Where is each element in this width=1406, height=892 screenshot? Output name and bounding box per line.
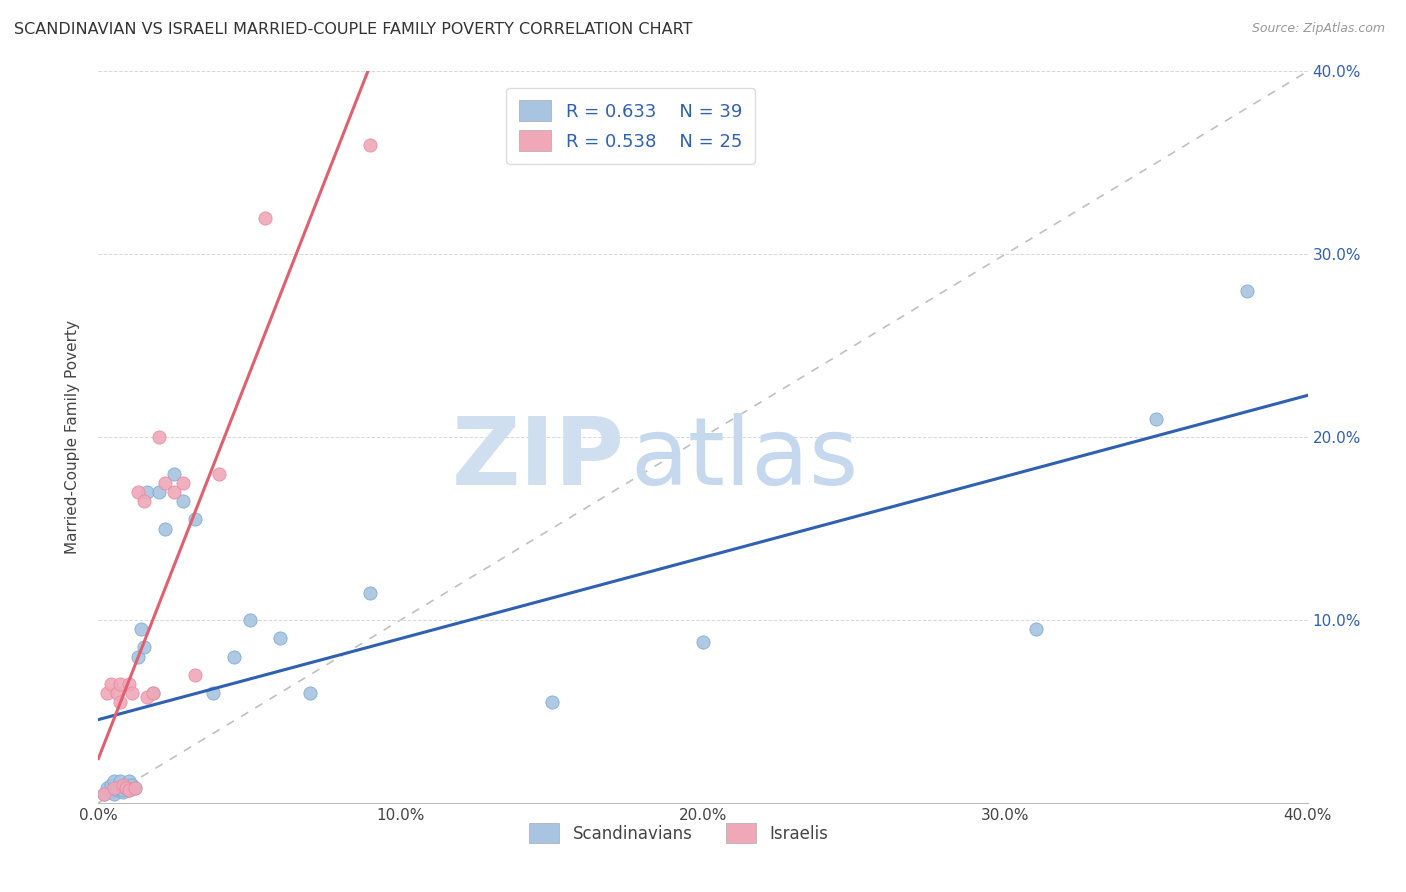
Point bbox=[172, 494, 194, 508]
Point bbox=[96, 686, 118, 700]
Point bbox=[111, 785, 134, 799]
Point bbox=[121, 778, 143, 792]
Point bbox=[1144, 412, 1167, 426]
Point bbox=[163, 485, 186, 500]
Point bbox=[224, 649, 246, 664]
Point bbox=[153, 475, 176, 490]
Point bbox=[1236, 284, 1258, 298]
Point bbox=[269, 632, 291, 646]
Point bbox=[118, 773, 141, 788]
Point bbox=[108, 773, 131, 788]
Point bbox=[299, 686, 322, 700]
Point bbox=[118, 783, 141, 797]
Point bbox=[148, 485, 170, 500]
Point bbox=[129, 622, 152, 636]
Point bbox=[135, 690, 157, 704]
Point bbox=[114, 778, 136, 792]
Point bbox=[132, 494, 155, 508]
Point bbox=[93, 787, 115, 801]
Point bbox=[540, 695, 562, 709]
Point bbox=[105, 781, 128, 796]
Point bbox=[108, 677, 131, 691]
Point bbox=[114, 781, 136, 796]
Point bbox=[108, 780, 131, 794]
Point bbox=[692, 635, 714, 649]
Point bbox=[100, 778, 122, 792]
Point bbox=[163, 467, 186, 481]
Point bbox=[108, 695, 131, 709]
Point bbox=[184, 512, 207, 526]
Text: Source: ZipAtlas.com: Source: ZipAtlas.com bbox=[1251, 22, 1385, 36]
Point bbox=[208, 467, 231, 481]
Point bbox=[124, 781, 146, 796]
Point bbox=[148, 430, 170, 444]
Point bbox=[114, 781, 136, 796]
Point bbox=[253, 211, 276, 225]
Point bbox=[360, 137, 382, 152]
Point bbox=[118, 677, 141, 691]
Point bbox=[360, 585, 382, 599]
Point bbox=[100, 677, 122, 691]
Point bbox=[96, 781, 118, 796]
Y-axis label: Married-Couple Family Poverty: Married-Couple Family Poverty bbox=[65, 320, 80, 554]
Point bbox=[105, 686, 128, 700]
Text: atlas: atlas bbox=[630, 413, 859, 505]
Point bbox=[172, 475, 194, 490]
Point bbox=[135, 485, 157, 500]
Point bbox=[127, 485, 149, 500]
Legend: Scandinavians, Israelis: Scandinavians, Israelis bbox=[523, 817, 835, 849]
Text: ZIP: ZIP bbox=[451, 413, 624, 505]
Point bbox=[103, 781, 125, 796]
Point bbox=[111, 778, 134, 792]
Point bbox=[153, 521, 176, 535]
Point bbox=[124, 781, 146, 796]
Point bbox=[142, 686, 165, 700]
Point bbox=[121, 686, 143, 700]
Point bbox=[103, 787, 125, 801]
Point bbox=[132, 640, 155, 655]
Point bbox=[142, 686, 165, 700]
Point bbox=[118, 783, 141, 797]
Point bbox=[103, 773, 125, 788]
Point bbox=[202, 686, 225, 700]
Point bbox=[111, 783, 134, 797]
Point bbox=[1024, 622, 1046, 636]
Text: SCANDINAVIAN VS ISRAELI MARRIED-COUPLE FAMILY POVERTY CORRELATION CHART: SCANDINAVIAN VS ISRAELI MARRIED-COUPLE F… bbox=[14, 22, 693, 37]
Point bbox=[93, 787, 115, 801]
Point bbox=[239, 613, 262, 627]
Point bbox=[100, 785, 122, 799]
Point bbox=[127, 649, 149, 664]
Point bbox=[105, 783, 128, 797]
Point bbox=[184, 667, 207, 681]
